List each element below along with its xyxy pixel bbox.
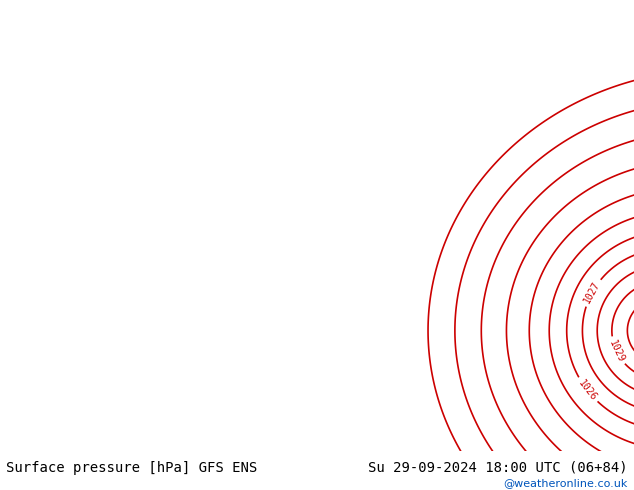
Text: Su 29-09-2024 18:00 UTC (06+84): Su 29-09-2024 18:00 UTC (06+84)	[368, 461, 628, 475]
Text: 1027: 1027	[582, 280, 602, 305]
Text: @weatheronline.co.uk: @weatheronline.co.uk	[503, 478, 628, 488]
Text: 1026: 1026	[576, 378, 598, 402]
Text: 1029: 1029	[607, 338, 626, 364]
Text: Surface pressure [hPa] GFS ENS: Surface pressure [hPa] GFS ENS	[6, 461, 257, 475]
